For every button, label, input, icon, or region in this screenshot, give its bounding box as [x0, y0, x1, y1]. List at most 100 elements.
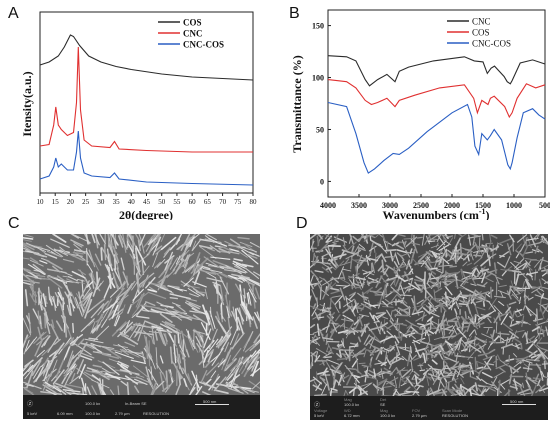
ftir-series-cnc-cos	[327, 101, 546, 174]
sem-fiber	[62, 312, 65, 323]
sem-fiber	[342, 268, 352, 272]
sem-fiber	[470, 283, 477, 286]
sem-fiber	[78, 354, 93, 361]
sem-fiber	[226, 306, 230, 318]
sem-fiber	[384, 255, 394, 258]
sem-fiber	[310, 295, 312, 302]
sem-fiber	[475, 267, 481, 275]
sem-fiber	[460, 315, 466, 323]
sem-fiber	[442, 320, 446, 336]
sem-fiber	[78, 291, 83, 308]
sem-fiber	[23, 334, 29, 349]
sem-fiber	[117, 385, 120, 395]
sem-fiber	[232, 381, 249, 394]
sem-fiber	[29, 278, 33, 291]
sem-fiber	[55, 359, 65, 379]
sem-fiber	[527, 339, 538, 351]
sem-fiber	[226, 360, 235, 367]
sem-fiber	[332, 379, 337, 389]
sem-fiber	[439, 314, 445, 328]
sem-fiber	[482, 338, 487, 350]
sem-fiber	[537, 378, 541, 387]
sem-fiber	[31, 360, 42, 376]
sem-fiber	[243, 333, 253, 352]
sem-fiber	[358, 315, 363, 327]
sem-fiber	[426, 272, 433, 285]
sem-fiber	[487, 387, 496, 392]
sem-fiber	[114, 315, 121, 327]
sem-fiber	[322, 278, 334, 286]
sem-fiber	[108, 241, 119, 256]
sem-fiber	[319, 377, 326, 381]
sem-fiber	[316, 371, 318, 380]
sem-fiber	[419, 369, 426, 372]
sem-d-label-det: Det	[380, 397, 387, 402]
sem-fiber	[109, 389, 115, 395]
sem-fiber	[40, 294, 43, 305]
ftir-x-tick-label: 4000	[320, 201, 336, 210]
sem-fiber	[23, 364, 29, 370]
sem-fiber	[119, 280, 126, 289]
sem-fiber	[401, 380, 416, 385]
sem-fiber	[427, 364, 439, 374]
sem-fiber	[531, 286, 542, 290]
sem-fiber	[145, 276, 156, 289]
sem-fiber	[479, 271, 486, 279]
sem-fiber	[199, 246, 217, 259]
sem-fiber	[433, 343, 443, 347]
sem-fiber	[509, 321, 522, 327]
sem-fiber	[335, 379, 342, 386]
sem-fiber	[208, 328, 218, 350]
sem-fiber	[529, 335, 535, 340]
sem-fiber	[442, 374, 455, 377]
sem-fiber	[367, 234, 379, 237]
sem-fiber	[517, 388, 531, 395]
sem-fiber	[227, 275, 237, 279]
sem-fiber	[542, 235, 548, 245]
sem-fiber	[381, 300, 389, 307]
sem-fiber	[336, 352, 342, 359]
sem-fiber	[520, 343, 523, 350]
sem-fiber	[241, 263, 254, 268]
sem-fiber	[322, 337, 334, 341]
sem-fiber	[310, 334, 317, 346]
sem-fiber	[382, 371, 393, 375]
sem-fiber	[526, 265, 533, 271]
sem-fiber	[452, 343, 456, 357]
sem-fiber	[522, 359, 533, 364]
sem-fiber	[379, 335, 394, 343]
ftir-y-tick-label: 100	[312, 74, 324, 83]
sem-fiber	[433, 258, 439, 268]
sem-fiber	[169, 293, 191, 300]
sem-fiber	[346, 304, 350, 312]
sem-fiber	[348, 275, 355, 280]
sem-fiber	[434, 287, 443, 293]
sem-fiber	[411, 306, 416, 315]
sem-fiber	[88, 320, 95, 327]
sem-fiber	[371, 262, 376, 274]
sem-fiber	[160, 236, 177, 251]
xrd-series-cnc-cos	[39, 130, 254, 186]
sem-fiber	[528, 268, 534, 281]
sem-fiber	[222, 347, 233, 366]
sem-fiber	[470, 313, 476, 323]
sem-fiber	[364, 324, 367, 333]
sem-fiber	[515, 243, 522, 251]
sem-fiber	[424, 234, 432, 245]
sem-fiber	[514, 308, 523, 313]
sem-fiber	[44, 381, 62, 393]
sem-fiber	[389, 320, 399, 331]
sem-fiber	[477, 312, 492, 320]
sem-fiber	[337, 329, 350, 334]
sem-fiber	[498, 284, 507, 288]
sem-fiber	[444, 356, 458, 363]
sem-fiber	[188, 235, 195, 248]
sem-fiber	[394, 253, 400, 266]
sem-fiber	[534, 269, 537, 281]
sem-fiber	[105, 372, 121, 381]
sem-fiber	[410, 326, 419, 334]
sem-fiber	[421, 370, 428, 381]
sem-fiber	[120, 234, 128, 250]
sem-fiber	[513, 353, 518, 358]
sem-fiber	[314, 335, 320, 340]
